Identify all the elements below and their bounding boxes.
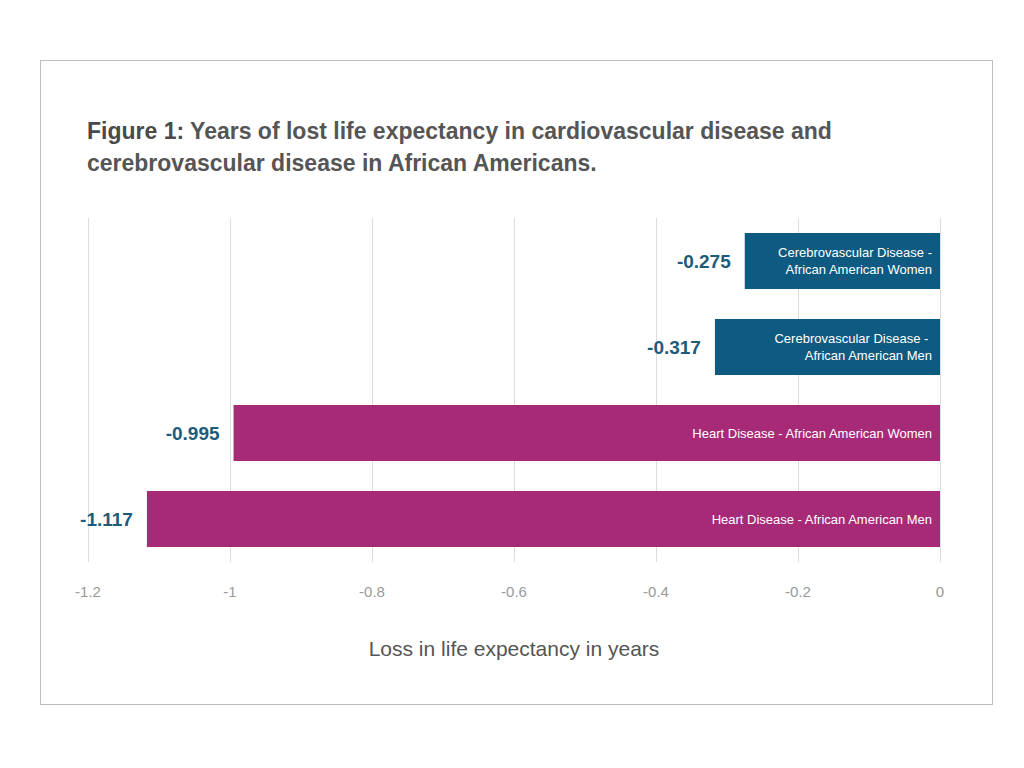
svg-text:Heart Disease - African Americ: Heart Disease - African American Men xyxy=(712,512,932,527)
svg-text:-0.995: -0.995 xyxy=(166,423,220,444)
svg-text:0: 0 xyxy=(936,583,944,600)
svg-text:-0.317: -0.317 xyxy=(647,337,701,358)
svg-text:-1: -1 xyxy=(223,583,236,600)
svg-text:-0.6: -0.6 xyxy=(501,583,527,600)
svg-text:-1.117: -1.117 xyxy=(80,509,133,530)
svg-text:Cerebrovascular Disease -: Cerebrovascular Disease - xyxy=(774,331,932,346)
svg-text:African American Women: African American Women xyxy=(783,262,932,277)
svg-text:-0.275: -0.275 xyxy=(677,251,731,272)
svg-text:-1.2: -1.2 xyxy=(75,583,101,600)
svg-text:Figure 1:: Figure 1: xyxy=(87,118,184,144)
svg-text:Heart Disease - African Americ: Heart Disease - African American Women xyxy=(692,426,932,441)
svg-text:Loss in life expectancy in yea: Loss in life expectancy in years xyxy=(369,637,660,660)
svg-text:-0.8: -0.8 xyxy=(359,583,385,600)
svg-text:Cerebrovascular Disease -: Cerebrovascular Disease - xyxy=(778,245,932,260)
svg-text:cerebrovascular disease in Afr: cerebrovascular disease in African Ameri… xyxy=(87,150,597,176)
svg-text:Years of lost life expectancy: Years of lost life expectancy in cardiov… xyxy=(184,118,838,144)
svg-text:-0.2: -0.2 xyxy=(785,583,811,600)
svg-text:-0.4: -0.4 xyxy=(643,583,669,600)
svg-text:African American Men: African American Men xyxy=(805,348,932,363)
